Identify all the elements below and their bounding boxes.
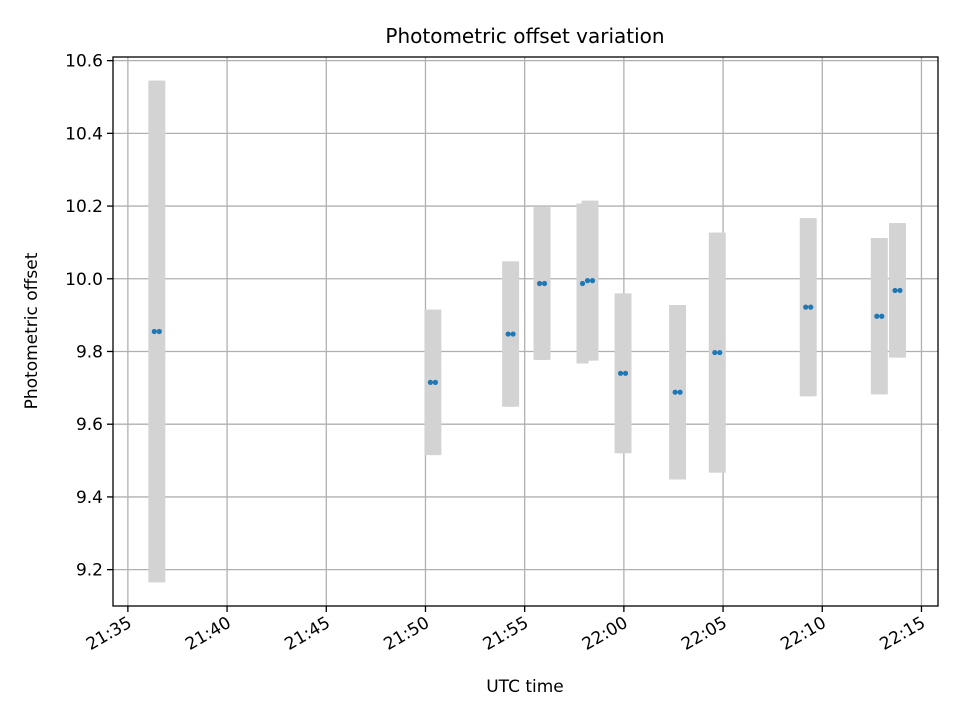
data-point <box>808 304 814 310</box>
data-point <box>677 389 683 395</box>
data-point <box>717 349 723 356</box>
y-tick-label: 10.6 <box>65 52 103 72</box>
data-point <box>892 287 898 294</box>
y-tick-label: 10.4 <box>65 124 103 144</box>
y-tick-label: 10.0 <box>65 270 103 290</box>
data-point <box>589 277 596 284</box>
data-point <box>672 389 678 395</box>
data-point <box>897 287 903 294</box>
y-tick-label: 9.8 <box>76 342 103 362</box>
data-point <box>156 328 162 335</box>
data-point <box>874 313 880 319</box>
y-axis-ticks: 9.2 9.4 9.6 9.8 10.0 10.2 10.4 10.6 <box>65 52 113 581</box>
data-point <box>536 280 543 287</box>
y-tick-label: 9.4 <box>76 488 103 508</box>
y-tick-label: 10.2 <box>65 197 103 217</box>
x-axis-label: UTC time <box>486 677 564 697</box>
data-point <box>510 331 516 337</box>
data-point <box>427 379 434 386</box>
data-point <box>432 379 438 386</box>
data-point <box>803 304 809 310</box>
grid-lines <box>113 57 938 606</box>
data-points <box>151 277 903 395</box>
data-point <box>541 280 548 287</box>
y-tick-label: 9.6 <box>76 415 103 435</box>
data-point <box>505 331 511 337</box>
plot-frame <box>112 56 939 607</box>
y-tick-label: 9.2 <box>76 561 103 581</box>
data-point <box>879 313 885 319</box>
chart-title: Photometric offset variation <box>385 24 664 48</box>
data-point <box>579 280 586 287</box>
y-axis-label: Photometric offset <box>22 252 42 409</box>
data-point <box>584 277 591 284</box>
data-point <box>712 349 718 356</box>
data-point <box>622 370 629 376</box>
data-point <box>151 328 157 335</box>
data-point <box>617 370 624 376</box>
